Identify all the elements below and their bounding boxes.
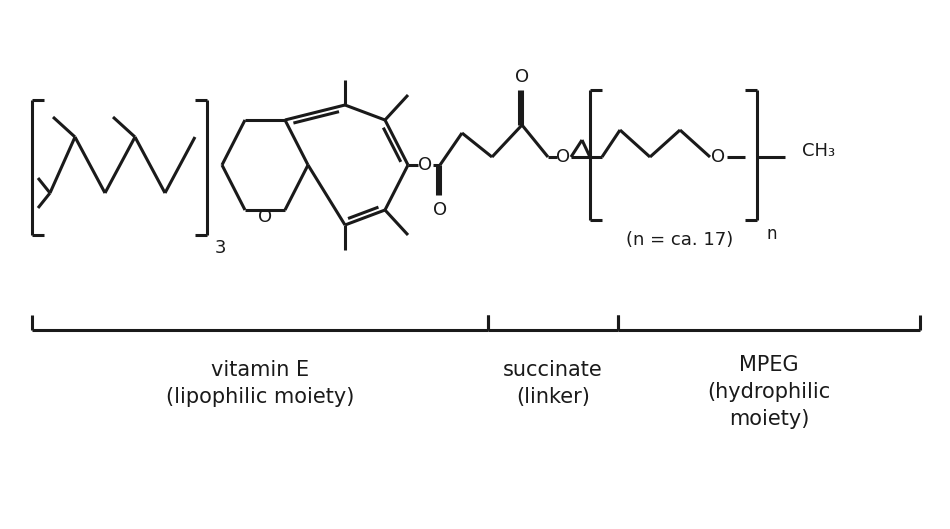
Text: O: O bbox=[515, 68, 529, 86]
Text: O: O bbox=[556, 148, 570, 166]
Text: 3: 3 bbox=[215, 239, 226, 257]
Text: (lipophilic moiety): (lipophilic moiety) bbox=[166, 387, 354, 407]
Text: moiety): moiety) bbox=[729, 409, 809, 429]
Text: O: O bbox=[711, 148, 725, 166]
Text: (linker): (linker) bbox=[516, 387, 590, 407]
Text: vitamin E: vitamin E bbox=[211, 360, 309, 380]
Text: (hydrophilic: (hydrophilic bbox=[708, 382, 830, 402]
Text: O: O bbox=[433, 201, 447, 219]
Text: (n = ca. 17): (n = ca. 17) bbox=[626, 231, 733, 249]
Text: CH₃: CH₃ bbox=[802, 142, 835, 160]
Text: n: n bbox=[767, 225, 777, 243]
Text: MPEG: MPEG bbox=[739, 355, 799, 375]
Text: succinate: succinate bbox=[504, 360, 603, 380]
Text: O: O bbox=[258, 208, 272, 226]
Text: O: O bbox=[418, 156, 432, 174]
